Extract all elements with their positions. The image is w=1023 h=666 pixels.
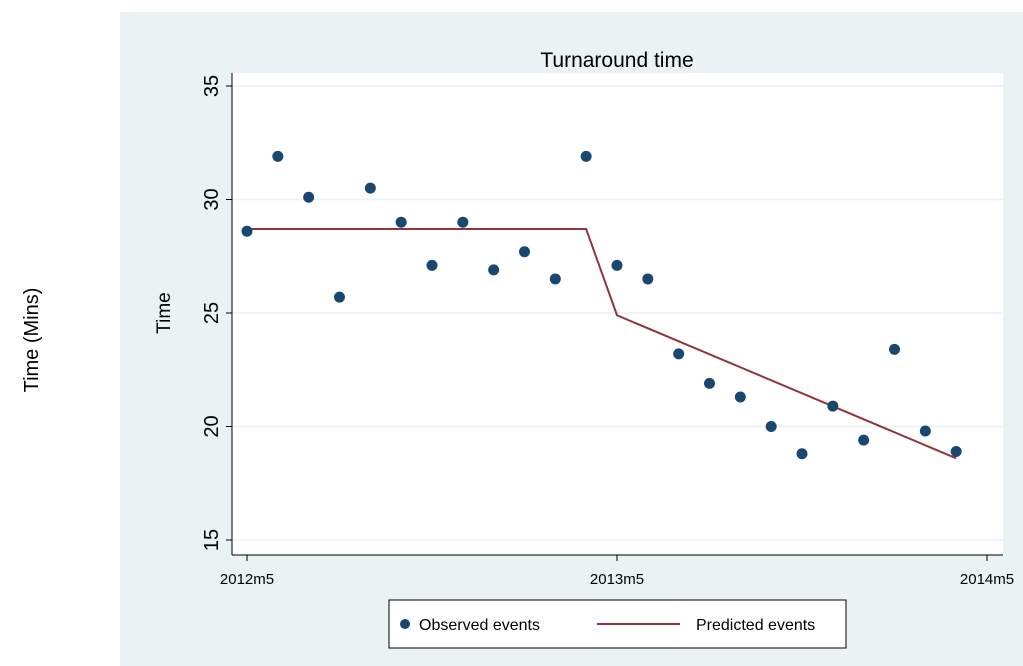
observed-point: [488, 264, 500, 276]
observed-point: [549, 273, 561, 285]
observed-point: [673, 348, 685, 360]
legend-observed-marker: [400, 619, 410, 629]
y-tick-label: 15: [201, 529, 223, 551]
y-axis-title: Time: [154, 292, 175, 334]
gridlines: [232, 85, 1003, 541]
observed-point: [704, 377, 715, 389]
observed-point: [303, 191, 315, 203]
observed-point: [858, 434, 870, 446]
observed-point: [457, 216, 469, 228]
legend: Observed events Predicted events: [388, 599, 847, 649]
observed-point: [611, 259, 623, 271]
y-tick-label: 20: [201, 415, 223, 437]
observed-point: [734, 391, 746, 403]
observed-point: [765, 421, 777, 432]
observed-point: [272, 150, 284, 162]
observed-point: [950, 445, 962, 457]
observed-points: [241, 150, 962, 460]
observed-point: [364, 182, 376, 194]
observed-point: [334, 291, 345, 303]
observed-point: [241, 225, 253, 237]
outer-y-axis-label-text: Time (Mins): [21, 288, 43, 393]
outer-y-axis-label: Time (Mins): [8, 250, 48, 430]
observed-point: [642, 273, 654, 285]
x-tick-label: 2014m5: [960, 571, 1014, 588]
observed-point: [796, 448, 808, 460]
legend-observed-label: Observed events: [419, 617, 540, 634]
observed-point: [919, 425, 931, 437]
observed-point: [395, 216, 407, 228]
legend-predicted-label: Predicted events: [696, 617, 815, 634]
y-tick-label: 30: [201, 188, 223, 210]
y-tick-label: 35: [201, 75, 223, 97]
observed-point: [519, 246, 530, 258]
observed-point: [827, 400, 839, 412]
predicted-events-line: [247, 228, 957, 460]
observed-point: [889, 343, 900, 355]
observed-point: [426, 259, 438, 271]
x-ticks: 2012m5 2013m5 2014m5: [220, 555, 1014, 588]
y-ticks: 15 20 25 30 35: [201, 75, 232, 551]
chart-title: Turnaround time: [540, 49, 693, 72]
x-tick-label: 2012m5: [220, 571, 274, 588]
observed-point: [580, 150, 592, 162]
x-tick-label: 2013m5: [590, 571, 644, 588]
y-tick-label: 25: [201, 302, 223, 324]
